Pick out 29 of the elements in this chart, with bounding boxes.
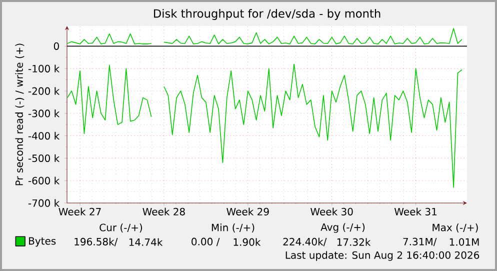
legend-label: Bytes	[29, 237, 56, 247]
text: 14.74k	[129, 238, 163, 246]
x-tick-label: Week 27	[58, 208, 101, 216]
text: 7.31M/	[403, 238, 437, 246]
y-tick-label: -200 k	[28, 87, 60, 95]
y-axis-title: Pr second read (-) / write (+)	[15, 44, 24, 186]
text: Min (-/+)	[212, 224, 254, 232]
y-tick-label: -500 k	[28, 154, 60, 162]
text: 1.90k	[234, 238, 261, 246]
text: 17.32k	[337, 238, 371, 246]
x-tick-label: Week 29	[226, 208, 269, 216]
text: 196.58k/	[74, 238, 118, 246]
y-tick-label: -300 k	[28, 110, 60, 118]
text: Max (-/+)	[432, 224, 478, 232]
x-tick-label: Week 28	[142, 208, 185, 216]
y-tick-label: -700 k	[28, 199, 60, 207]
x-tick-label: Week 30	[310, 208, 353, 216]
y-tick-label: -400 k	[28, 132, 60, 140]
y-tick-label: 0	[54, 42, 59, 50]
text: Avg (-/+)	[320, 223, 365, 233]
y-tick-label: -600 k	[28, 176, 60, 184]
text: Last update: Sun Aug 2 16:40:00 2026	[286, 251, 480, 261]
text: 0.00 /	[192, 238, 220, 246]
y-tick-label: -100 k	[28, 64, 60, 72]
text: Cur (-/+)	[100, 224, 142, 232]
text: 224.40k/	[283, 238, 327, 246]
text: 1.01M	[450, 238, 479, 246]
x-tick-label: Week 31	[394, 208, 436, 216]
chart-title: Disk throughput for /dev/sda - by month	[154, 8, 380, 20]
